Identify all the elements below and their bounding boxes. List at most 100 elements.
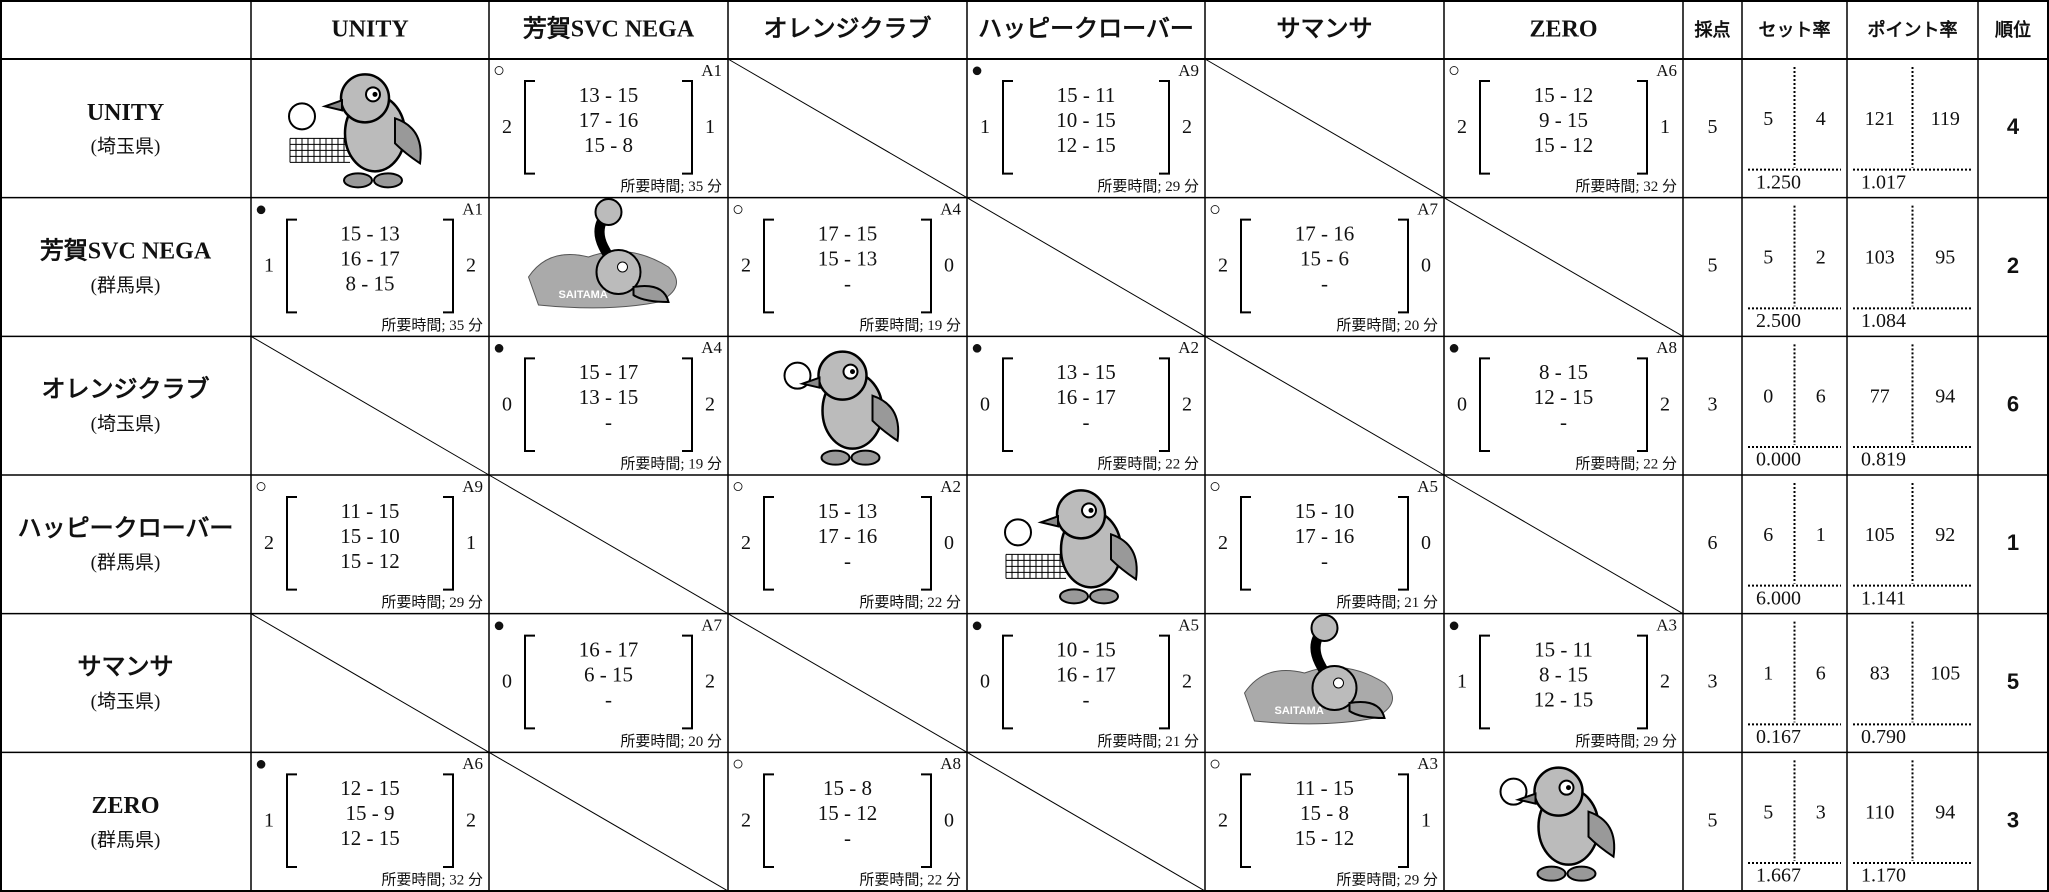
set-score: 13 - 15	[579, 385, 639, 409]
stat-ratio: 1.141	[1861, 587, 1906, 609]
sets-right: 2	[1660, 671, 1670, 693]
column-header: 芳賀SVC NEGA	[523, 16, 695, 43]
stat-value: 6	[1763, 524, 1773, 546]
sets-right: 2	[466, 809, 476, 831]
sets-right: 0	[1421, 255, 1431, 277]
bracket	[443, 496, 454, 591]
sets-left: 2	[264, 532, 274, 554]
mascot-part	[343, 172, 373, 189]
empty-diagonal	[250, 335, 490, 476]
mascot-part	[394, 116, 422, 166]
score: 5	[1708, 255, 1718, 277]
team-name: 芳賀SVC NEGA	[40, 238, 212, 265]
set-score: 9 - 15	[1539, 108, 1588, 132]
bracket	[1637, 357, 1648, 452]
bracket	[286, 773, 297, 868]
match-id: A7	[701, 616, 722, 635]
bracket	[1637, 80, 1648, 175]
result-mark: ○	[1209, 476, 1221, 498]
empty-diagonal	[966, 751, 1206, 892]
stat-value: 6	[1816, 385, 1826, 407]
sets-right: 0	[1421, 532, 1431, 554]
stat-value: 4	[1816, 108, 1826, 130]
stat-value: 5	[1763, 801, 1773, 823]
sets-left: 2	[741, 255, 751, 277]
team-prefecture: (群馬県)	[91, 552, 161, 574]
mascot-part	[595, 249, 642, 295]
result-mark: ○	[1209, 753, 1221, 775]
match-time: 所要時間; 22 分	[859, 871, 961, 888]
mascot-part	[1566, 865, 1597, 882]
set-score: 16 - 17	[1056, 662, 1116, 686]
set-score: 15 - 10	[340, 524, 400, 548]
mascot-part	[321, 98, 343, 112]
result-mark: ○	[1448, 60, 1460, 82]
score: 5	[1708, 809, 1718, 831]
mascot-part	[820, 449, 851, 466]
score: 3	[1708, 393, 1718, 415]
stat-value: 105	[1865, 524, 1895, 546]
score: 6	[1708, 532, 1718, 554]
set-score: -	[844, 271, 851, 295]
sets-left: 0	[980, 393, 990, 415]
match-time: 所要時間; 35 分	[620, 178, 722, 195]
match-time: 所要時間; 29 分	[1575, 733, 1677, 750]
set-score: 8 - 15	[346, 271, 395, 295]
mascot-part	[632, 285, 670, 304]
mascot: SAITAMA	[1243, 614, 1393, 725]
result-mark: ○	[732, 198, 744, 220]
sets-right: 1	[466, 532, 476, 554]
set-score: 8 - 15	[1539, 360, 1588, 384]
match-id: A1	[462, 200, 483, 219]
score: 5	[1708, 116, 1718, 138]
empty-diagonal	[488, 474, 729, 615]
bracket	[921, 496, 932, 591]
bracket	[443, 218, 454, 314]
set-score: 10 - 15	[1056, 108, 1116, 132]
match-time: 所要時間; 29 分	[1336, 871, 1438, 888]
stat-ratio: 1.084	[1861, 310, 1906, 332]
set-score: 15 - 13	[818, 499, 878, 523]
sets-left: 2	[741, 532, 751, 554]
set-score: -	[1083, 410, 1090, 434]
bracket	[682, 634, 693, 730]
result-mark: ●	[255, 198, 267, 220]
mascot-part	[1088, 507, 1094, 513]
mascot-part	[1536, 865, 1567, 882]
sets-left: 0	[502, 671, 512, 693]
bracket	[1637, 634, 1648, 730]
mascot-part	[871, 394, 900, 443]
match-id: A2	[1178, 338, 1199, 357]
result-mark: ○	[732, 476, 744, 498]
stat-ratio: 0.167	[1756, 726, 1801, 748]
mascot-part	[373, 172, 403, 189]
set-score: 12 - 15	[340, 826, 400, 850]
mascot-part	[1311, 665, 1358, 711]
column-header: 採点	[1695, 19, 1731, 40]
rank: 5	[2007, 669, 2019, 694]
result-mark: ●	[255, 753, 267, 775]
set-score: -	[1083, 687, 1090, 711]
stat-value: 0	[1763, 385, 1773, 407]
stat-value: 94	[1935, 801, 1955, 823]
stat-ratio: 2.500	[1756, 310, 1801, 332]
mascot-part	[850, 449, 881, 466]
set-score: 15 - 8	[823, 776, 872, 800]
set-score: -	[1321, 271, 1328, 295]
set-score: 17 - 16	[1295, 221, 1355, 245]
match-id: A3	[1656, 616, 1677, 635]
match-id: A8	[940, 754, 961, 773]
sets-left: 2	[502, 116, 512, 138]
bracket	[1398, 218, 1409, 314]
result-mark: ●	[971, 337, 983, 359]
mascot	[783, 350, 900, 466]
empty-diagonal	[488, 751, 729, 892]
sets-right: 1	[705, 116, 715, 138]
set-score: 12 - 15	[1534, 385, 1594, 409]
team-prefecture: (埼玉県)	[91, 136, 161, 158]
match-time: 所要時間; 22 分	[1097, 455, 1199, 472]
stat-value: 2	[1816, 247, 1826, 269]
bracket	[1002, 80, 1013, 175]
match-id: A5	[1417, 477, 1438, 496]
